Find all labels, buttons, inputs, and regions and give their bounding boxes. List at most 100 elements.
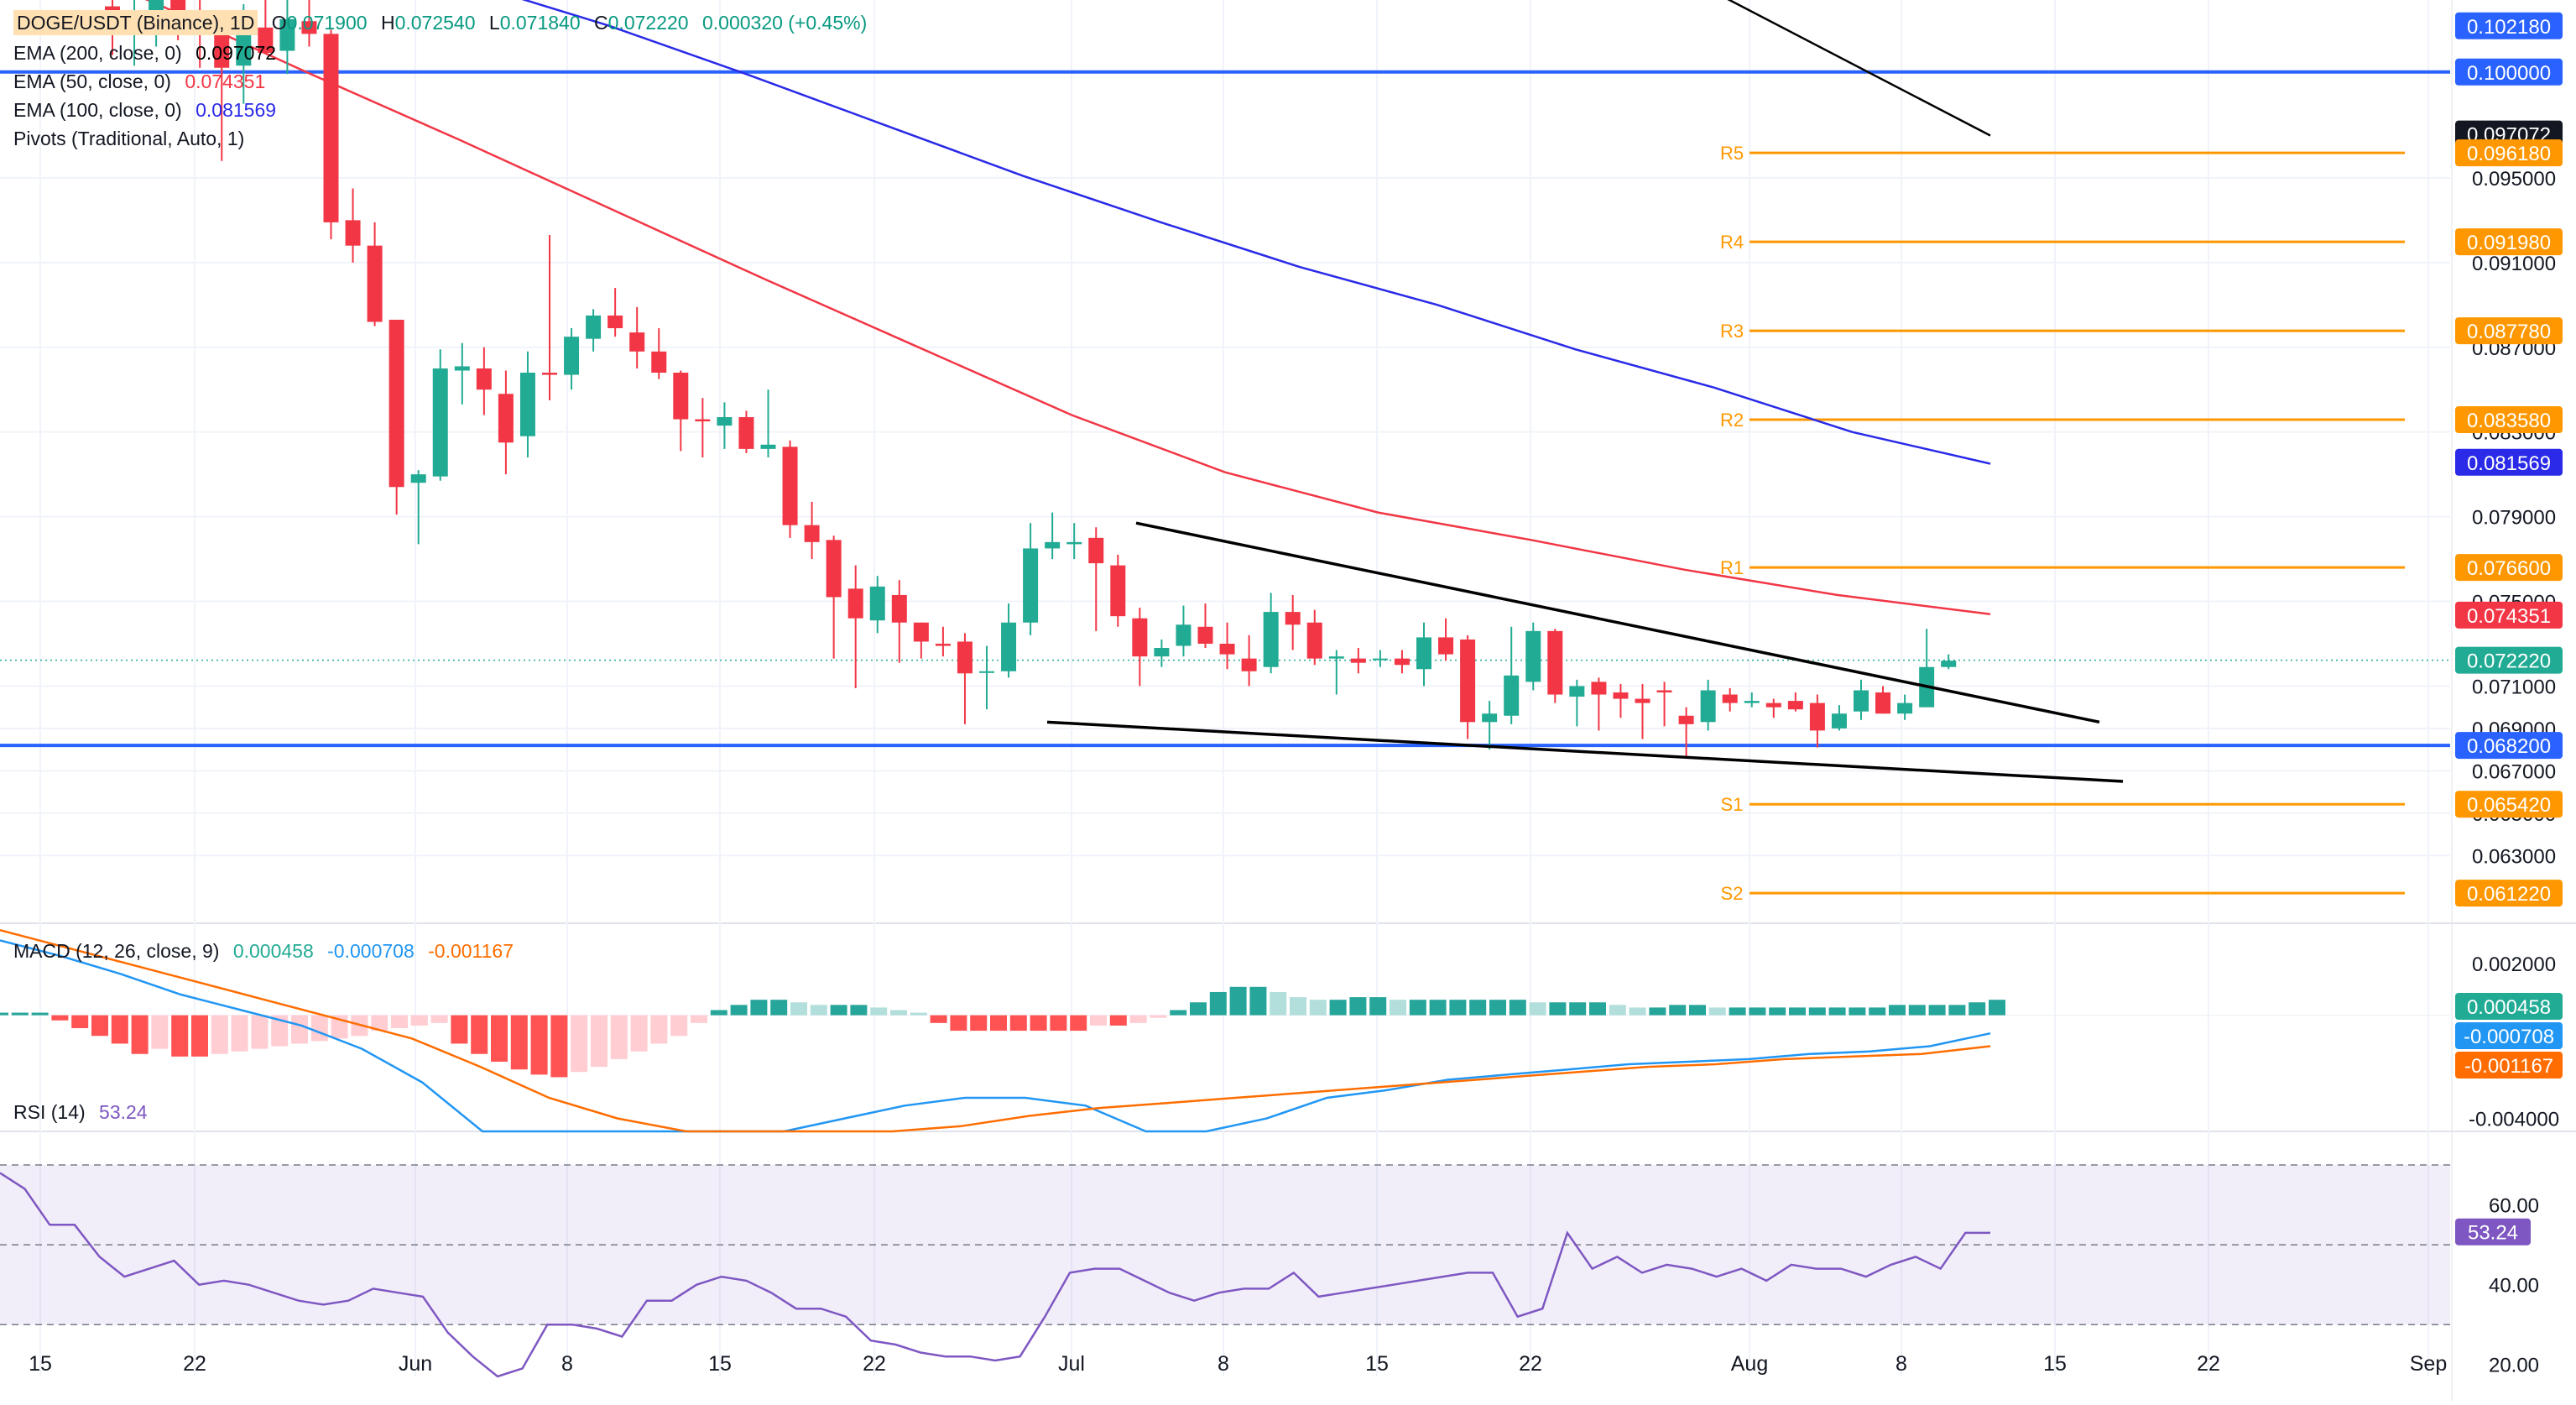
low-label: L [488,12,500,34]
high-label: H [380,12,395,34]
macd-histogram-bar [1509,1000,1526,1016]
macd-histogram-bar [1249,986,1267,1016]
macd-signal-value: -0.001167 [428,940,514,962]
candle-body [1241,658,1257,671]
candle-body [1460,639,1476,723]
ema100-line [521,0,1991,465]
close-label: C [594,12,608,34]
candle-body [1656,690,1672,692]
macd-histogram-bar [1489,1000,1506,1016]
macd-histogram-bar [251,1015,269,1049]
candle-body [1854,690,1869,712]
candle-body [1591,682,1607,695]
macd-histogram-bar [1849,1007,1866,1016]
candle-body [1635,698,1650,703]
macd-histogram-bar [1309,1000,1327,1016]
candle-body [1110,565,1126,617]
macd-histogram-bar [1429,1000,1447,1016]
macd-histogram-bar [1669,1005,1687,1016]
macd-histogram-bar [850,1005,868,1016]
macd-histogram-bar [291,1015,308,1044]
candle-body [1263,612,1279,667]
candle-body [279,18,295,51]
price-label-badge [2455,406,2563,434]
macd-histogram-bar [1190,1002,1207,1016]
rsi-value: 53.24 [99,1101,148,1123]
x-tick-label: 8 [1895,1352,1907,1376]
ema100-legend[interactable]: EMA (100, close, 0) 0.081569 [13,99,284,122]
candle-body [1809,702,1825,731]
macd-histogram-bar [1569,1002,1587,1016]
price-label-text: 0.068200 [2467,735,2551,758]
ema50-line [144,0,1991,615]
macd-histogram-bar [1209,991,1227,1016]
x-tick-label: 8 [561,1352,573,1376]
macd-histogram-bar [1409,1000,1426,1016]
pivot-label: R2 [1720,410,1744,431]
y-tick-label: 0.095000 [2472,168,2556,191]
macd-histogram-bar [890,1010,907,1016]
macd-legend[interactable]: MACD (12, 26, close, 9) 0.000458 -0.0007… [13,940,522,963]
macd-histogram-bar [750,1000,768,1016]
x-tick-label: 15 [1365,1352,1389,1376]
y-tick-label: 0.091000 [2472,253,2556,275]
price-label-text: 0.074351 [2467,605,2551,628]
macd-histogram-bar [151,1015,169,1049]
candle-body [1154,648,1170,657]
candle-body [345,220,361,246]
macd-histogram-bar [990,1015,1007,1032]
candle-body [1722,694,1738,703]
macd-histogram-bar [1469,1000,1487,1016]
ema50-value: 0.074351 [185,71,266,92]
candle-body [847,588,863,619]
candle-body [1678,715,1694,724]
candle-body [1504,675,1520,716]
ema100-value: 0.081569 [196,99,277,121]
price-label-text: 0.083580 [2467,410,2551,432]
pivot-label: S2 [1721,883,1744,904]
macd-histogram-bar [1928,1005,1946,1016]
ema200-line [1727,0,1991,137]
macd-histogram-bar [391,1015,408,1028]
macd-histogram-bar [630,1015,648,1052]
macd-histogram-bar [930,1015,947,1023]
rsi-y-tick: 20.00 [2489,1355,2539,1377]
macd-histogram-bar [1529,1002,1546,1016]
rsi-legend[interactable]: RSI (14) 53.24 [13,1101,156,1124]
macd-histogram-bar [1170,1010,1187,1016]
candle-body [1045,541,1061,549]
candle-body [519,373,535,436]
x-tick-label: 8 [1218,1352,1229,1376]
candle-body [891,594,907,623]
macd-value-text: 0.000458 [2467,996,2551,1019]
candle-body [1744,701,1760,703]
macd-value-text: -0.001167 [2464,1055,2553,1078]
ema50-legend[interactable]: EMA (50, close, 0) 0.074351 [13,71,274,93]
candle-body [1306,622,1322,659]
x-tick-label: 22 [863,1352,886,1376]
macd-histogram-bar [371,1015,388,1032]
symbol-title[interactable]: DOGE/USDT (Binance), 1D [13,10,258,35]
macd-histogram-bar [1009,1015,1027,1032]
price-label-badge [2455,791,2563,818]
candle-body [957,641,973,674]
price-label-badge [2455,646,2563,674]
x-tick-label: 15 [29,1352,52,1376]
price-label-text: 0.081569 [2467,452,2551,475]
rsi-label: RSI (14) [13,1101,86,1123]
candle-body [1023,548,1039,623]
macd-histogram-bar [1729,1007,1746,1016]
change-value: 0.000320 (+0.45%) [701,12,868,34]
candle-body [388,319,404,488]
ema200-legend[interactable]: EMA (200, close, 0) 0.097072 [13,42,284,65]
macd-histogram-bar [1908,1005,1926,1016]
candle-body [236,27,252,66]
macd-histogram-bar [211,1015,228,1054]
macd-histogram-bar [451,1015,468,1044]
pivots-legend[interactable]: Pivots (Traditional, Auto, 1) [13,128,253,150]
ema200-value: 0.097072 [196,42,277,64]
macd-histogram-bar [430,1015,448,1023]
candle-body [301,21,317,34]
